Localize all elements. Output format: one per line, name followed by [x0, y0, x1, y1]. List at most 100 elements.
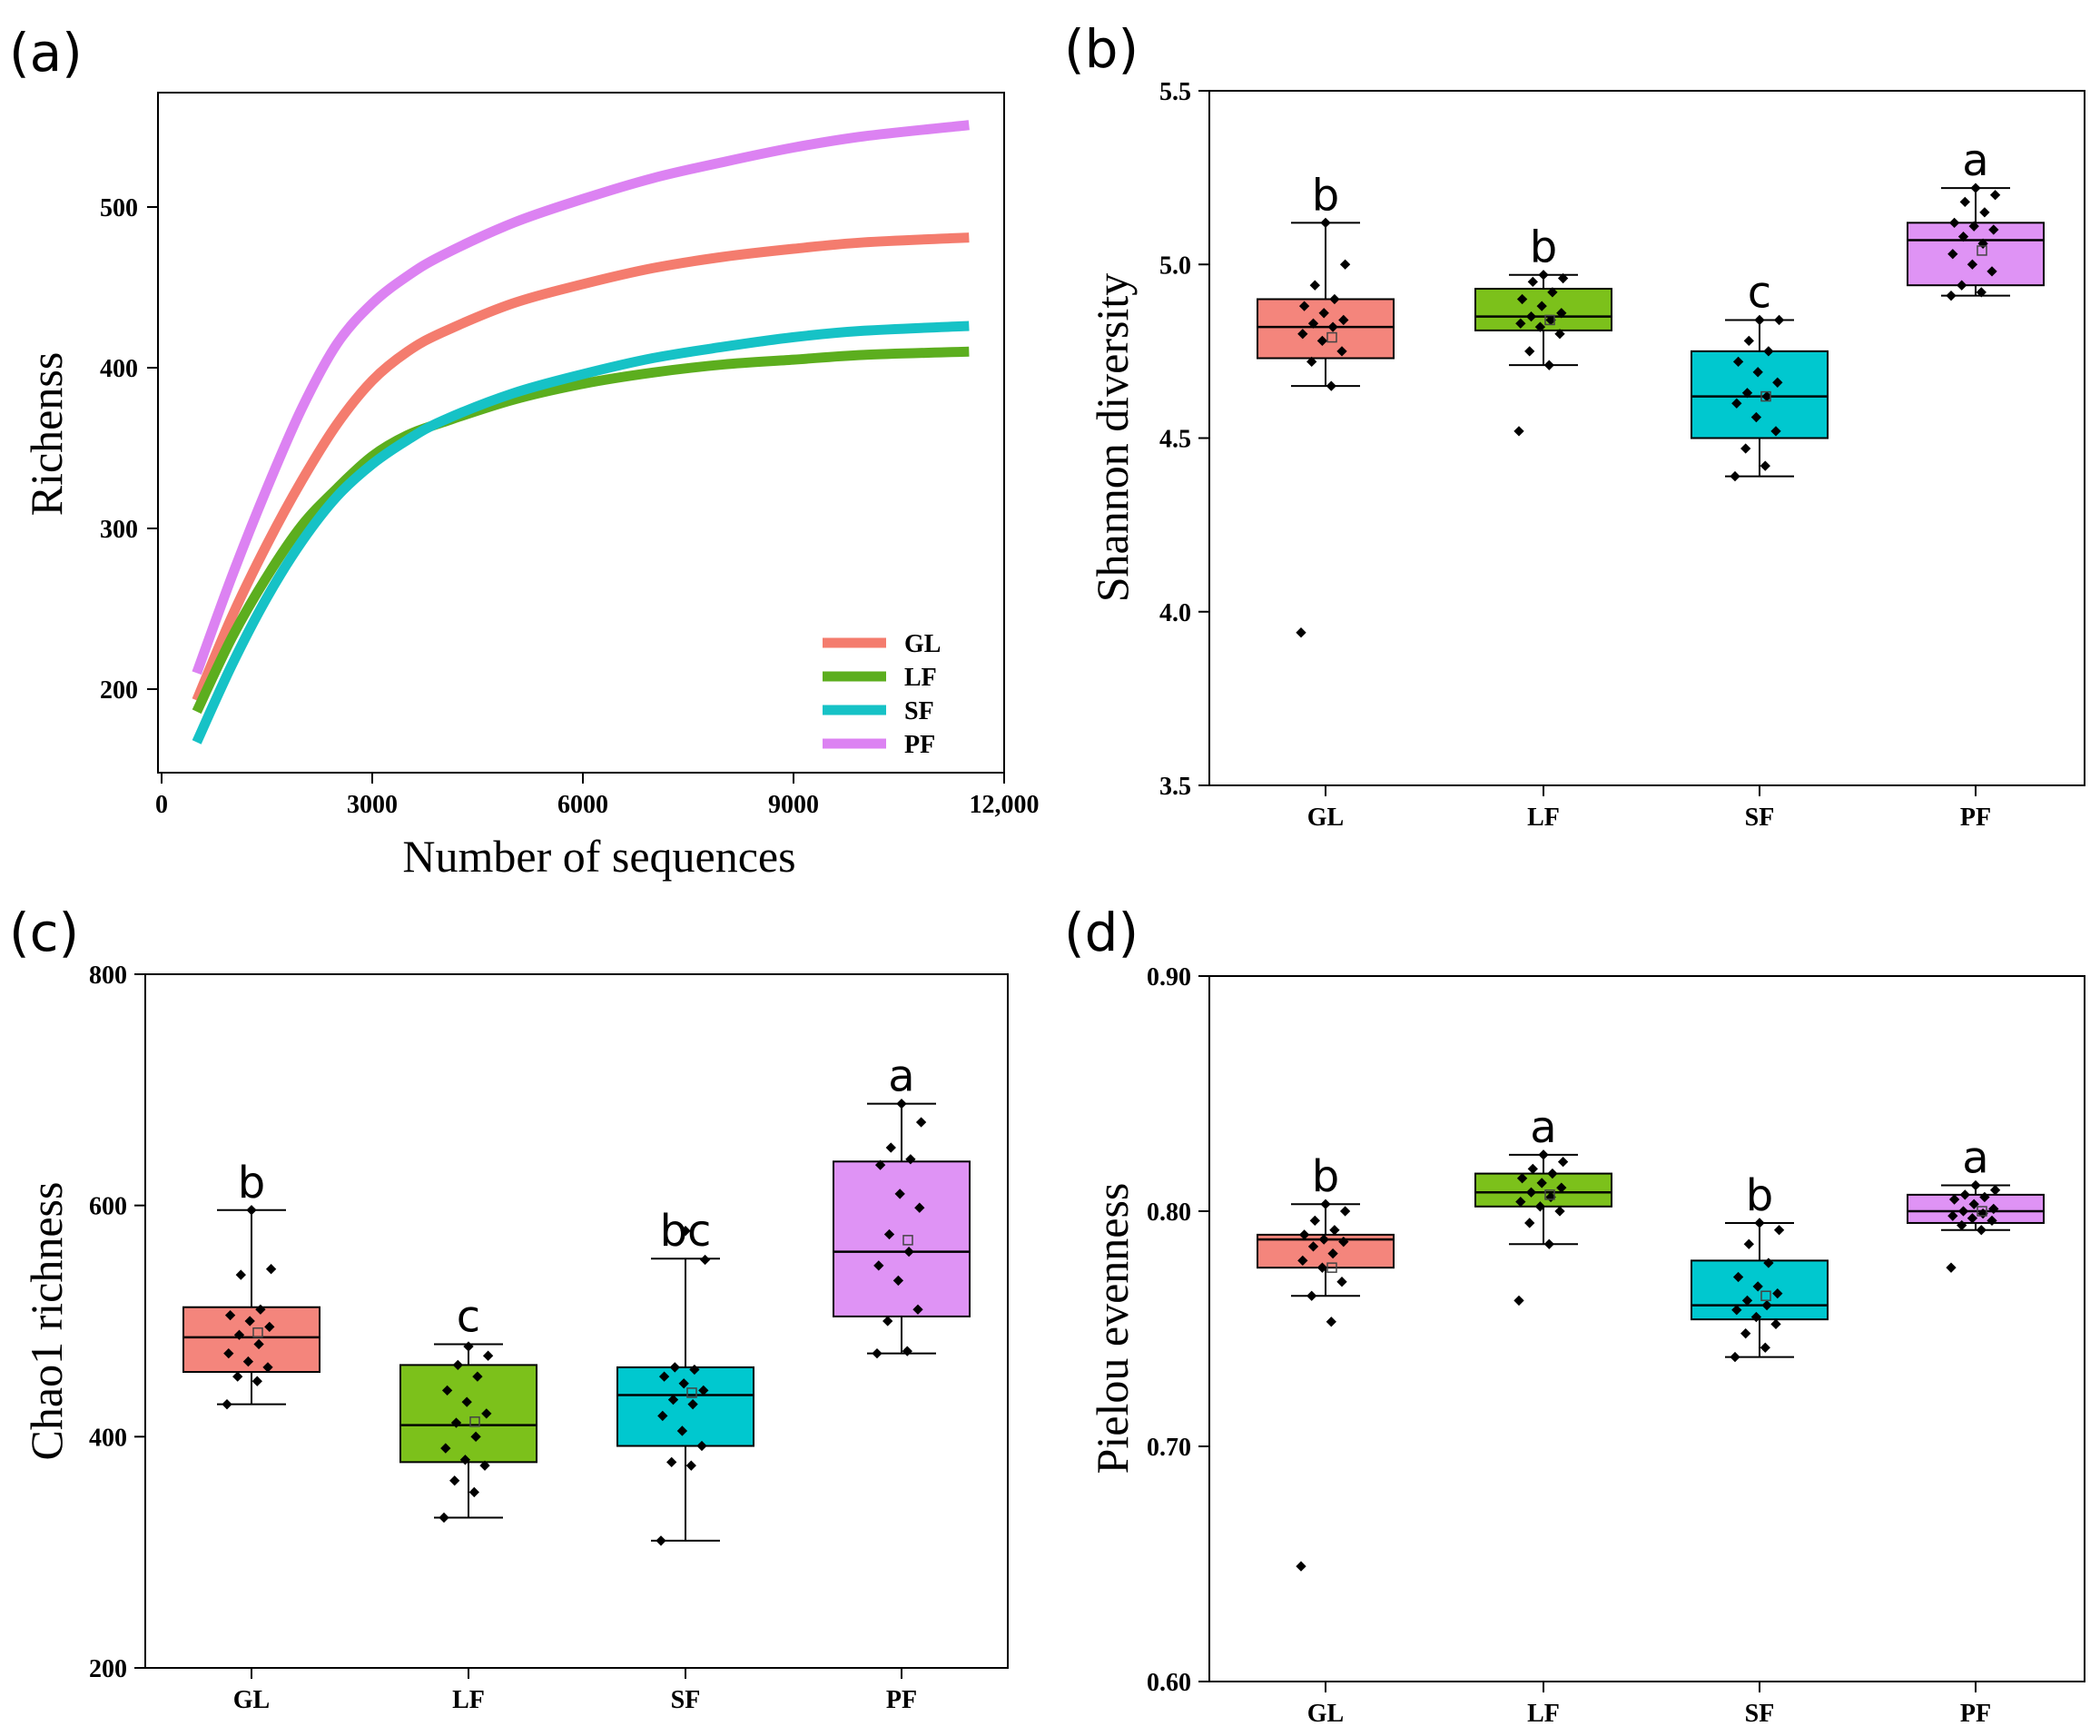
data-point-lf: [1554, 1206, 1565, 1217]
data-point-sf: [658, 1371, 670, 1382]
data-point-gl: [244, 1316, 255, 1327]
significance-letter-pf: a: [1962, 135, 1988, 186]
x-tick-label: GL: [233, 1686, 270, 1714]
data-point-pf: [1970, 1179, 1981, 1191]
y-tick-label: 400: [89, 1424, 127, 1452]
data-point-sf: [1743, 335, 1754, 347]
data-point-sf: [1763, 1258, 1774, 1268]
significance-letter-gl: b: [1312, 170, 1339, 221]
data-point-gl: [265, 1264, 277, 1275]
data-point-sf: [1772, 377, 1783, 388]
significance-letter-gl: b: [238, 1158, 265, 1208]
x-tick-label: LF: [1527, 1700, 1560, 1728]
data-point-sf: [1763, 346, 1774, 357]
box-lf: [1474, 1172, 1612, 1208]
plot-frame-a: [157, 92, 1005, 774]
data-point-pf: [1987, 266, 1997, 277]
box-sf: [616, 1366, 754, 1447]
data-point-sf: [1761, 1299, 1772, 1311]
data-point-gl: [1298, 301, 1310, 311]
data-point-sf: [1770, 426, 1781, 437]
y-tick-label: 400: [100, 355, 138, 383]
panel-label-a: (a): [9, 22, 83, 84]
data-point-pf: [1979, 207, 1990, 218]
mean-marker-pf: [1977, 1206, 1987, 1217]
data-point-gl: [253, 1338, 264, 1350]
data-point-pf: [1968, 1198, 1979, 1209]
data-point-sf: [698, 1385, 709, 1396]
data-point-lf: [452, 1359, 463, 1371]
data-point-pf: [1967, 1213, 1978, 1224]
data-point-sf: [656, 1535, 666, 1546]
y-tick-label: 0.90: [1147, 963, 1191, 991]
data-point-lf: [472, 1371, 483, 1382]
y-tick-label: 5.5: [1159, 78, 1191, 106]
data-point-lf: [1515, 318, 1526, 329]
data-point-lf: [463, 1341, 474, 1352]
data-point-pf: [1957, 280, 1967, 291]
data-point-gl: [1296, 1561, 1306, 1572]
box-pf: [833, 1160, 971, 1317]
data-point-sf: [1731, 1305, 1742, 1316]
data-point-gl: [262, 1362, 273, 1373]
data-point-sf: [1740, 1328, 1751, 1339]
data-point-gl: [1309, 1215, 1320, 1227]
series-line-pf: [192, 120, 970, 676]
plot-frame-c: [144, 973, 1009, 1669]
legend-label-lf: LF: [904, 664, 937, 692]
data-point-pf: [896, 1098, 907, 1110]
data-point-gl: [1338, 314, 1349, 326]
data-point-sf: [1760, 1342, 1770, 1353]
data-point-lf: [1543, 360, 1554, 370]
data-point-gl: [1298, 1229, 1310, 1240]
data-point-gl: [1320, 1198, 1331, 1209]
mean-marker-gl: [252, 1327, 263, 1338]
y-axis-title: Richenss: [21, 352, 72, 517]
x-tick-label: PF: [1960, 804, 1991, 832]
mean-marker-pf: [1977, 245, 1987, 256]
data-point-pf: [1959, 196, 1970, 208]
mean-marker-sf: [1760, 1290, 1771, 1301]
data-point-sf: [1752, 1281, 1763, 1292]
mean-marker-sf: [686, 1387, 697, 1398]
data-point-lf: [482, 1350, 494, 1361]
data-point-pf: [1947, 1210, 1958, 1221]
data-point-sf: [1754, 1218, 1765, 1228]
data-point-sf: [1750, 1311, 1762, 1323]
data-point-lf: [439, 1512, 449, 1524]
panel-label-d: (d): [1064, 902, 1139, 963]
significance-letter-lf: b: [1530, 222, 1557, 273]
data-point-lf: [1557, 1156, 1569, 1168]
data-point-gl: [1307, 1241, 1319, 1252]
data-point-lf: [1525, 311, 1537, 322]
data-point-pf: [874, 1159, 886, 1170]
y-tick-label: 300: [100, 516, 138, 544]
data-point-pf: [1989, 190, 2001, 201]
data-point-gl: [1327, 1248, 1338, 1259]
data-point-pf: [1988, 224, 1999, 235]
data-point-gl: [246, 1205, 257, 1216]
data-point-sf: [696, 1440, 707, 1452]
data-point-pf: [903, 1246, 914, 1258]
x-tick-label: PF: [886, 1686, 917, 1714]
data-point-lf: [1538, 270, 1549, 281]
data-point-lf: [1534, 321, 1546, 332]
data-point-sf: [1732, 356, 1744, 368]
data-point-gl: [1306, 356, 1317, 368]
data-point-pf: [905, 1154, 916, 1165]
data-point-pf: [892, 1275, 904, 1287]
y-tick-label: 200: [100, 676, 138, 705]
box-gl: [1257, 298, 1395, 360]
x-tick-label: PF: [1960, 1700, 1991, 1728]
data-point-pf: [1970, 182, 1981, 193]
significance-letter-gl: b: [1312, 1151, 1339, 1202]
mean-marker-pf: [902, 1235, 913, 1246]
data-point-gl: [264, 1321, 275, 1333]
data-point-lf: [1527, 1163, 1538, 1175]
data-point-pf: [1968, 221, 1979, 232]
data-point-lf: [1538, 1149, 1549, 1160]
data-point-pf: [872, 1347, 882, 1359]
data-point-lf: [1545, 314, 1556, 326]
